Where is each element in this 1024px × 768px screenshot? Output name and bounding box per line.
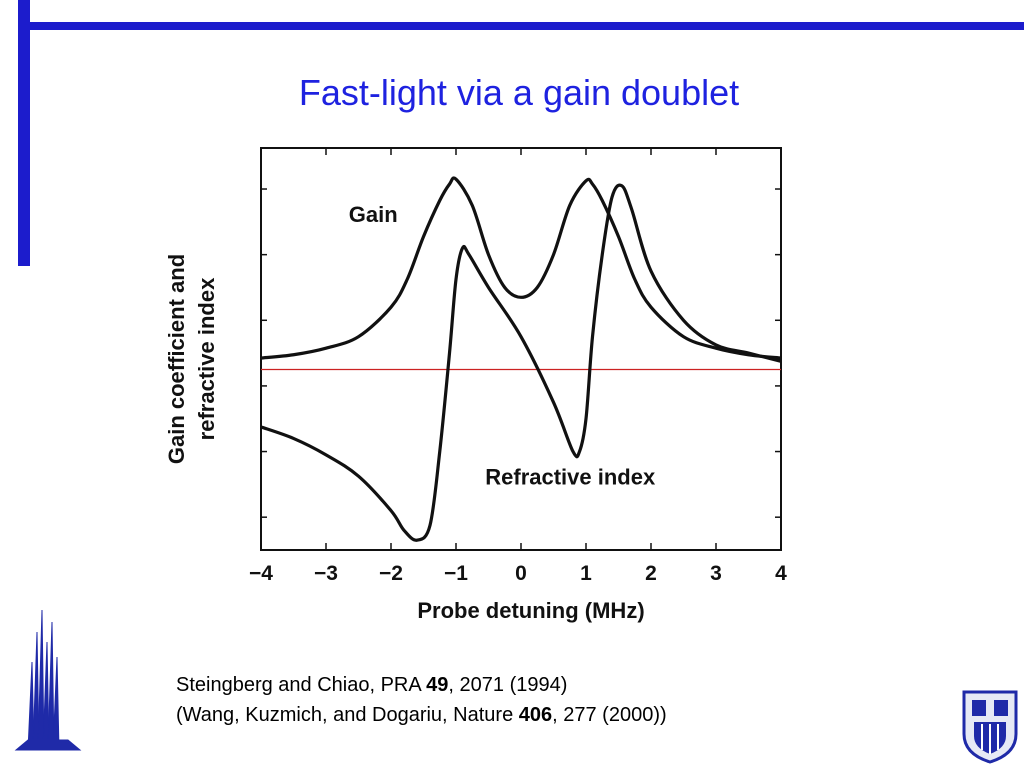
annotation-refractive-index: Refractive index bbox=[485, 464, 656, 489]
series-line-refractive-index bbox=[260, 183, 782, 542]
x-tick-label: 4 bbox=[775, 562, 787, 585]
chart: −4 −3 −2 −1 0 1 2 3 4 Probe detuning (MHz) Gain co… bbox=[164, 147, 787, 623]
x-tick-label: 2 bbox=[645, 562, 657, 585]
x-tick-label: −1 bbox=[444, 562, 468, 585]
university-crest-logo bbox=[962, 690, 1018, 764]
x-tick-label: 1 bbox=[580, 562, 592, 585]
citation-line-1: Steingberg and Chiao, PRA 49, 2071 (1994… bbox=[176, 674, 568, 696]
top-accent-bar bbox=[18, 22, 1024, 30]
citation-line-2: (Wang, Kuzmich, and Dogariu, Nature 406,… bbox=[176, 704, 667, 726]
y-axis-label-line-2: refractive index bbox=[194, 277, 219, 440]
x-tick-label: −2 bbox=[379, 562, 403, 585]
x-axis-label: Probe detuning (MHz) bbox=[417, 598, 644, 623]
x-tick-label: −4 bbox=[249, 562, 273, 585]
x-tick-label: −3 bbox=[314, 562, 338, 585]
x-tick-label: 0 bbox=[515, 562, 527, 585]
plot-frame bbox=[260, 147, 782, 551]
citation: Steingberg and Chiao, PRA 49, 2071 (1994… bbox=[176, 670, 667, 730]
left-accent-bar bbox=[18, 0, 30, 266]
annotation-gain: Gain bbox=[349, 202, 398, 227]
x-tick-label: 3 bbox=[710, 562, 722, 585]
spike-logo bbox=[14, 609, 82, 751]
y-axis-label-line-1: Gain coefficient and bbox=[164, 254, 189, 464]
series-line-gain bbox=[260, 176, 782, 360]
slide-title: Fast-light via a gain doublet bbox=[298, 72, 740, 113]
